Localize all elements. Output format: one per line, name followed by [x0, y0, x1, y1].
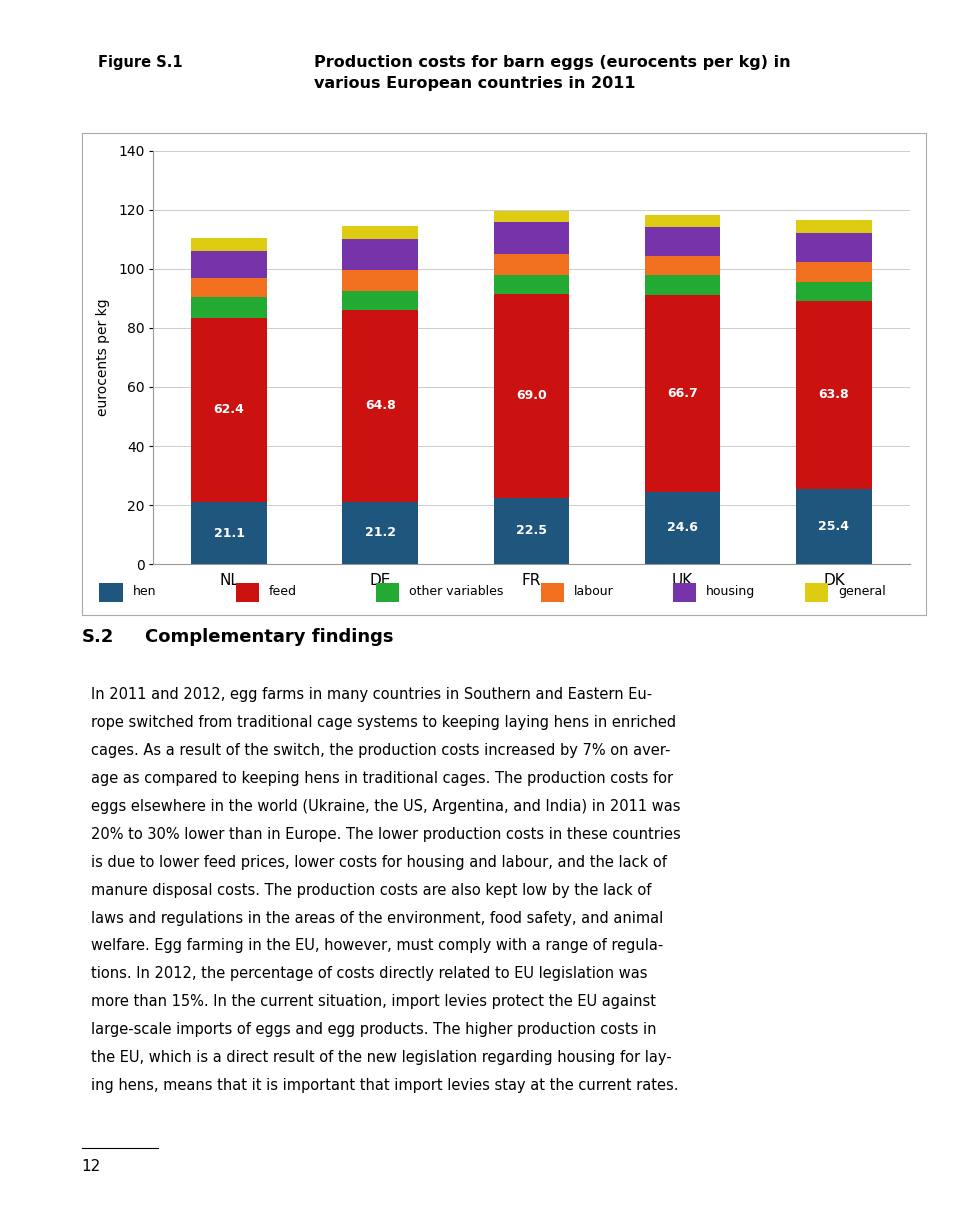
Text: 25.4: 25.4: [818, 520, 850, 533]
Text: 21.2: 21.2: [365, 526, 396, 539]
Bar: [796, 300, 872, 490]
Bar: [796, 281, 872, 300]
Y-axis label: eurocents per kg: eurocents per kg: [96, 299, 109, 416]
Bar: [796, 219, 872, 233]
Text: tions. In 2012, the percentage of costs directly related to EU legislation was: tions. In 2012, the percentage of costs …: [91, 966, 648, 982]
Text: eggs elsewhere in the world (Ukraine, the US, Argentina, and India) in 2011 was: eggs elsewhere in the world (Ukraine, th…: [91, 798, 681, 814]
Text: rope switched from traditional cage systems to keeping laying hens in enriched: rope switched from traditional cage syst…: [91, 715, 677, 731]
Text: large-scale imports of eggs and egg products. The higher production costs in: large-scale imports of eggs and egg prod…: [91, 1021, 657, 1037]
Text: 21.1: 21.1: [213, 527, 245, 539]
Text: other variables: other variables: [409, 585, 503, 598]
Text: feed: feed: [269, 585, 297, 598]
Bar: [100, 584, 123, 603]
Text: cages. As a result of the switch, the production costs increased by 7% on aver-: cages. As a result of the switch, the pr…: [91, 743, 671, 759]
Text: 22.5: 22.5: [516, 525, 547, 538]
Bar: [343, 291, 418, 310]
Bar: [493, 275, 569, 294]
Text: 66.7: 66.7: [667, 387, 698, 399]
Bar: [645, 492, 720, 564]
Bar: [191, 502, 267, 564]
Bar: [493, 294, 569, 498]
Bar: [191, 251, 267, 277]
Text: manure disposal costs. The production costs are also kept low by the lack of: manure disposal costs. The production co…: [91, 883, 652, 897]
Bar: [235, 584, 259, 603]
Bar: [343, 239, 418, 270]
Bar: [493, 211, 569, 222]
Bar: [493, 498, 569, 564]
Text: 69.0: 69.0: [516, 390, 547, 403]
Text: housing: housing: [707, 585, 756, 598]
Bar: [343, 226, 418, 239]
Bar: [343, 502, 418, 564]
Bar: [805, 584, 828, 603]
Text: In 2011 and 2012, egg farms in many countries in Southern and Eastern Eu-: In 2011 and 2012, egg farms in many coun…: [91, 687, 653, 702]
Text: 64.8: 64.8: [365, 399, 396, 412]
Text: ing hens, means that it is important that import levies stay at the current rate: ing hens, means that it is important tha…: [91, 1078, 679, 1093]
Bar: [796, 263, 872, 281]
Bar: [541, 584, 564, 603]
Text: the EU, which is a direct result of the new legislation regarding housing for la: the EU, which is a direct result of the …: [91, 1050, 672, 1065]
Bar: [645, 275, 720, 294]
Bar: [191, 238, 267, 251]
Bar: [796, 233, 872, 263]
Text: 12: 12: [82, 1159, 101, 1175]
Bar: [191, 277, 267, 297]
Text: laws and regulations in the areas of the environment, food safety, and animal: laws and regulations in the areas of the…: [91, 911, 663, 925]
Text: hen: hen: [132, 585, 156, 598]
Text: 63.8: 63.8: [819, 388, 850, 402]
Text: Production costs for barn eggs (eurocents per kg) in
various European countries : Production costs for barn eggs (eurocent…: [314, 54, 791, 90]
Bar: [673, 584, 696, 603]
Bar: [645, 215, 720, 227]
Bar: [376, 584, 399, 603]
Text: more than 15%. In the current situation, import levies protect the EU against: more than 15%. In the current situation,…: [91, 994, 657, 1009]
Bar: [343, 310, 418, 502]
Text: Figure S.1: Figure S.1: [98, 55, 182, 70]
Bar: [645, 294, 720, 492]
Text: welfare. Egg farming in the EU, however, must comply with a range of regula-: welfare. Egg farming in the EU, however,…: [91, 938, 663, 954]
Text: 20% to 30% lower than in Europe. The lower production costs in these countries: 20% to 30% lower than in Europe. The low…: [91, 827, 681, 842]
Text: Complementary findings: Complementary findings: [145, 628, 394, 646]
Text: S.2: S.2: [82, 628, 114, 646]
Text: 62.4: 62.4: [213, 403, 245, 416]
Bar: [493, 254, 569, 275]
Bar: [191, 297, 267, 317]
Bar: [796, 490, 872, 564]
Bar: [645, 256, 720, 275]
Bar: [645, 227, 720, 256]
Bar: [343, 270, 418, 291]
Text: 24.6: 24.6: [667, 521, 698, 534]
Text: is due to lower feed prices, lower costs for housing and labour, and the lack of: is due to lower feed prices, lower costs…: [91, 855, 667, 870]
Text: age as compared to keeping hens in traditional cages. The production costs for: age as compared to keeping hens in tradi…: [91, 771, 673, 786]
Bar: [191, 317, 267, 502]
Text: general: general: [838, 585, 886, 598]
Text: labour: labour: [574, 585, 614, 598]
Bar: [493, 222, 569, 254]
